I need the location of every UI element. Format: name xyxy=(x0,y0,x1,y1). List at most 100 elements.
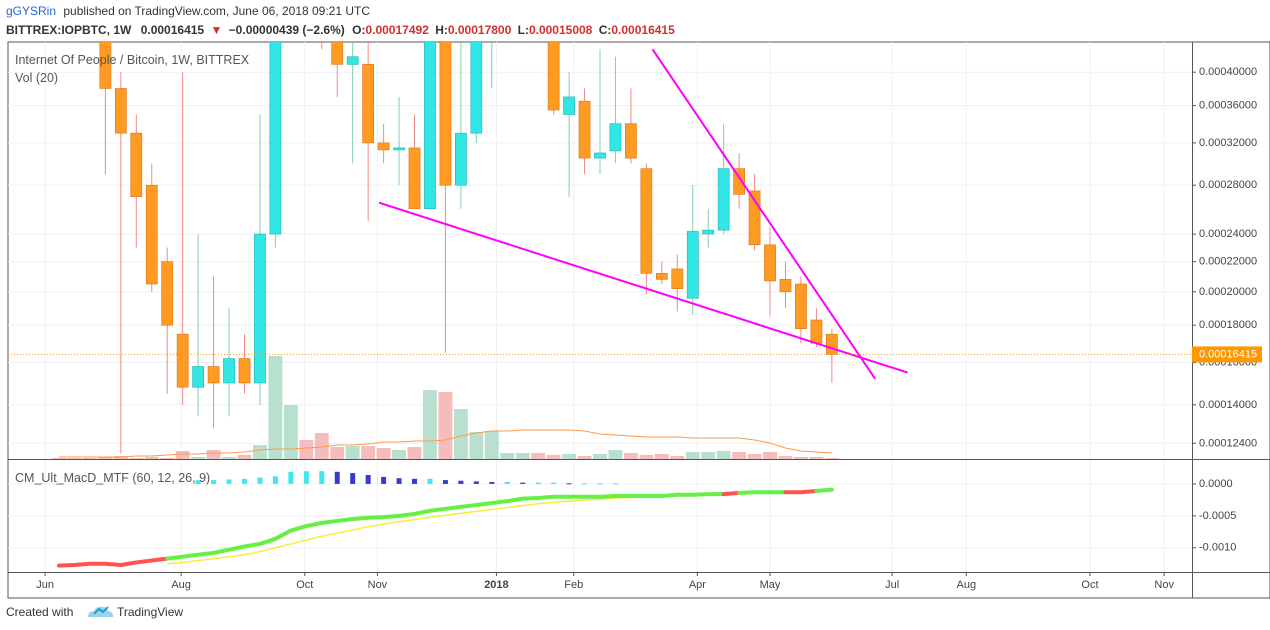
volume-bar xyxy=(453,409,468,459)
y-tick-label: -0.0010 xyxy=(1199,542,1236,554)
trend-line xyxy=(651,48,876,380)
footer-created: Created with xyxy=(6,605,73,619)
volume-bar xyxy=(562,454,577,459)
volume-ma-line xyxy=(59,429,832,458)
volume-bar xyxy=(52,458,66,459)
volume-bar xyxy=(623,453,638,459)
volume-bar xyxy=(98,457,113,459)
y-tick-label: 0.00036000 xyxy=(1199,100,1257,112)
x-tick-label: Feb xyxy=(564,579,583,591)
candle-body xyxy=(455,132,467,186)
candle-body xyxy=(145,184,158,285)
candle-body xyxy=(594,152,606,159)
volume-bar xyxy=(423,390,437,459)
candle-body xyxy=(655,273,668,280)
panes xyxy=(7,41,1270,599)
macd-pane xyxy=(57,471,834,568)
candle-body xyxy=(238,358,251,384)
volume-bar xyxy=(129,458,144,459)
histogram-bar xyxy=(381,476,387,484)
volume-bar xyxy=(546,455,561,459)
x-tick-label: Nov xyxy=(368,579,388,591)
volume-bar xyxy=(345,446,360,459)
candle-body xyxy=(795,283,807,330)
candle-body xyxy=(439,42,452,186)
macd-title: CM_Ult_MacD_MTF (60, 12, 26, 9) xyxy=(15,471,210,485)
macd-line xyxy=(814,487,834,493)
candle-body xyxy=(346,56,359,65)
volume-bar xyxy=(793,457,808,459)
histogram-bar xyxy=(551,482,557,484)
volume-bar xyxy=(670,456,685,459)
candle-body xyxy=(362,64,375,144)
histogram-bar xyxy=(597,483,603,485)
volume-bar xyxy=(206,450,221,459)
volume-bar xyxy=(639,455,654,459)
x-tick-label: May xyxy=(760,579,781,591)
x-tick-label: Aug xyxy=(957,579,977,591)
volume-bar xyxy=(484,431,499,459)
axes: Jun Aug Oct Nov 2018 Feb Apr May Jul Aug Oct Nov 0.0… xyxy=(36,66,1262,591)
change: −0.00000439 (−2.6%) xyxy=(229,23,345,37)
histogram-bar xyxy=(272,476,278,484)
candle-body xyxy=(99,42,112,89)
candle-body xyxy=(810,319,823,344)
ohlc-value: 0.00017800 xyxy=(448,23,512,37)
volume-bar xyxy=(469,432,484,459)
x-tick-label: Nov xyxy=(1154,579,1174,591)
histogram-bar xyxy=(319,471,325,484)
volume-bar xyxy=(685,452,700,459)
price: 0.00016415 xyxy=(141,23,205,37)
quote-line: BITTREX:IOPBTC, 1W 0.00016415 ▼ −0.00000… xyxy=(6,23,675,37)
candle-body xyxy=(609,123,622,152)
header-line: gGYSRin published on TradingView.com, Ju… xyxy=(6,4,370,18)
histogram-bar xyxy=(442,480,448,484)
x-tick-label: Oct xyxy=(296,579,313,591)
histogram-bar xyxy=(612,483,618,485)
volume-bar xyxy=(515,453,530,459)
y-tick-label: 0.0000 xyxy=(1199,478,1233,490)
volume-bar xyxy=(361,446,376,459)
ohlc-label: C: xyxy=(599,23,612,37)
histogram-bar xyxy=(303,471,309,484)
histogram-bar xyxy=(257,477,263,484)
volume-bar xyxy=(716,451,731,459)
histogram-bar xyxy=(582,483,588,485)
volume-bar xyxy=(67,458,82,459)
volume-bar xyxy=(732,452,747,459)
histogram-bar xyxy=(226,479,232,484)
x-tick-label: 2018 xyxy=(484,579,508,591)
x-tick-label: Oct xyxy=(1081,579,1098,591)
candle-body xyxy=(547,42,560,111)
candle-body xyxy=(377,142,390,151)
histogram-bar xyxy=(566,483,572,485)
volume-bar xyxy=(593,454,607,459)
volume-bar xyxy=(701,452,716,459)
candle-body xyxy=(640,168,653,274)
volume-bar xyxy=(330,447,345,459)
candle-body xyxy=(176,333,189,388)
y-tick-label: 0.00014000 xyxy=(1199,399,1257,411)
histogram-bar xyxy=(288,471,294,484)
histogram-bar xyxy=(489,482,495,484)
volume-bar xyxy=(763,452,777,459)
y-tick-label: 0.00020000 xyxy=(1199,286,1257,298)
footer-logo[interactable] xyxy=(88,606,113,617)
candle-body xyxy=(733,168,745,195)
y-tick-label: 0.00028000 xyxy=(1199,179,1257,191)
author[interactable]: gGYSRin xyxy=(6,4,56,18)
x-tick-label: Jul xyxy=(885,579,899,591)
histogram-bar xyxy=(241,478,247,484)
volume-bar xyxy=(283,405,298,459)
candle-body xyxy=(161,261,174,326)
histogram-bar xyxy=(535,482,541,484)
footer-brand[interactable]: TradingView xyxy=(117,605,183,619)
candle-body xyxy=(671,268,684,289)
candle-body xyxy=(825,333,838,355)
pane-title: Internet Of People / Bitcoin, 1W, BITTRE… xyxy=(15,53,250,67)
ohlc-label: H: xyxy=(435,23,448,37)
candle-body xyxy=(331,42,344,65)
volume-bar xyxy=(160,458,175,459)
histogram-bar xyxy=(365,474,371,484)
